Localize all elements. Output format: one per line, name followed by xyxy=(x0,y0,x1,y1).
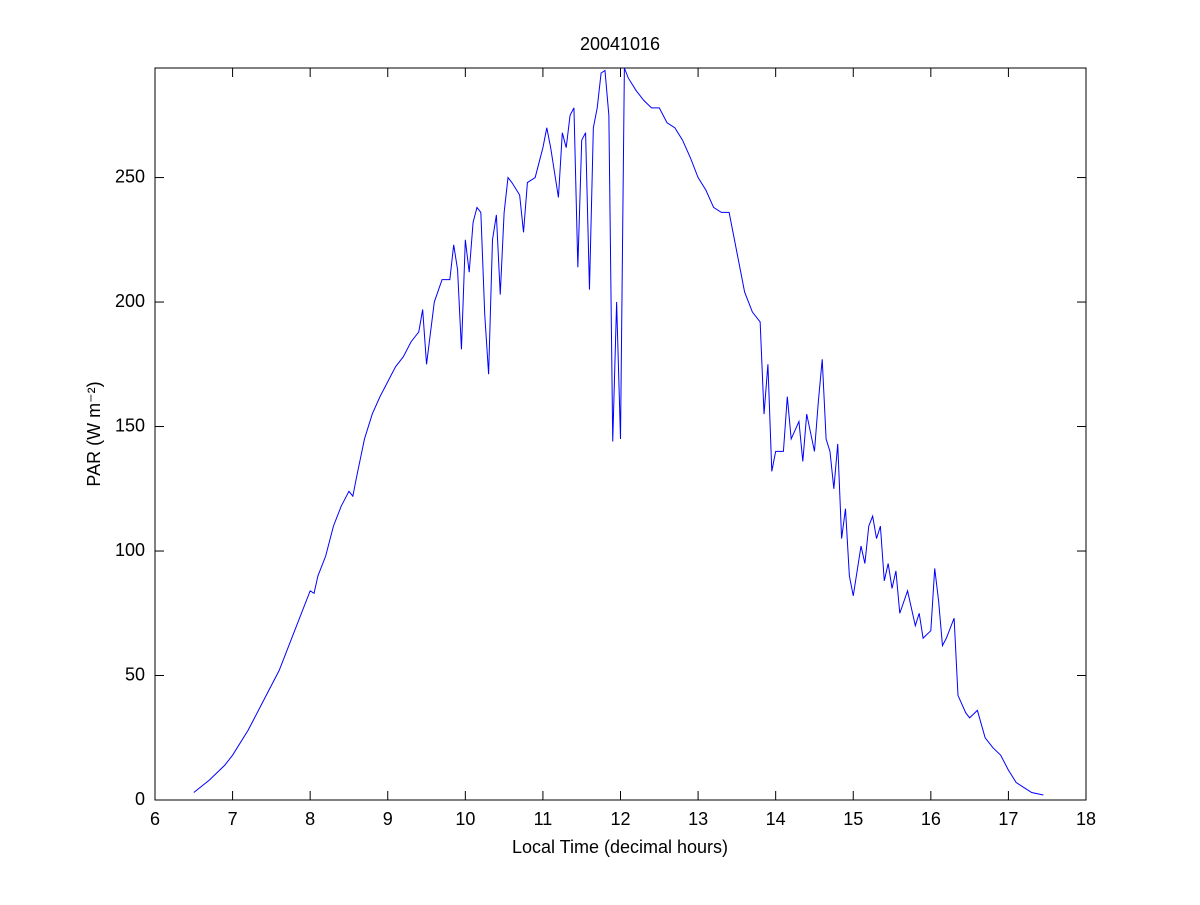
y-tick-label: 0 xyxy=(135,789,145,809)
chart-title: 20041016 xyxy=(580,34,660,54)
data-line xyxy=(193,67,1044,796)
x-tick-label: 14 xyxy=(766,809,786,829)
x-tick-label: 7 xyxy=(228,809,238,829)
x-tick-label: 11 xyxy=(534,809,553,829)
y-tick-label: 50 xyxy=(125,664,145,684)
x-tick-label: 15 xyxy=(843,809,863,829)
y-tick-label: 150 xyxy=(115,415,145,435)
x-axis-label: Local Time (decimal hours) xyxy=(512,837,728,857)
x-tick-label: 10 xyxy=(455,809,475,829)
y-tick-label: 100 xyxy=(115,540,145,560)
x-tick-label: 6 xyxy=(150,809,160,829)
x-tick-label: 16 xyxy=(921,809,941,829)
y-tick-label: 200 xyxy=(115,291,145,311)
x-tick-label: 9 xyxy=(383,809,393,829)
y-tick-label: 250 xyxy=(115,166,145,186)
y-axis-label: PAR (W m⁻²) xyxy=(84,381,104,486)
x-tick-label: 13 xyxy=(688,809,708,829)
x-tick-label: 18 xyxy=(1076,809,1096,829)
x-tick-label: 12 xyxy=(610,809,630,829)
x-tick-label: 8 xyxy=(305,809,315,829)
x-tick-label: 17 xyxy=(998,809,1018,829)
